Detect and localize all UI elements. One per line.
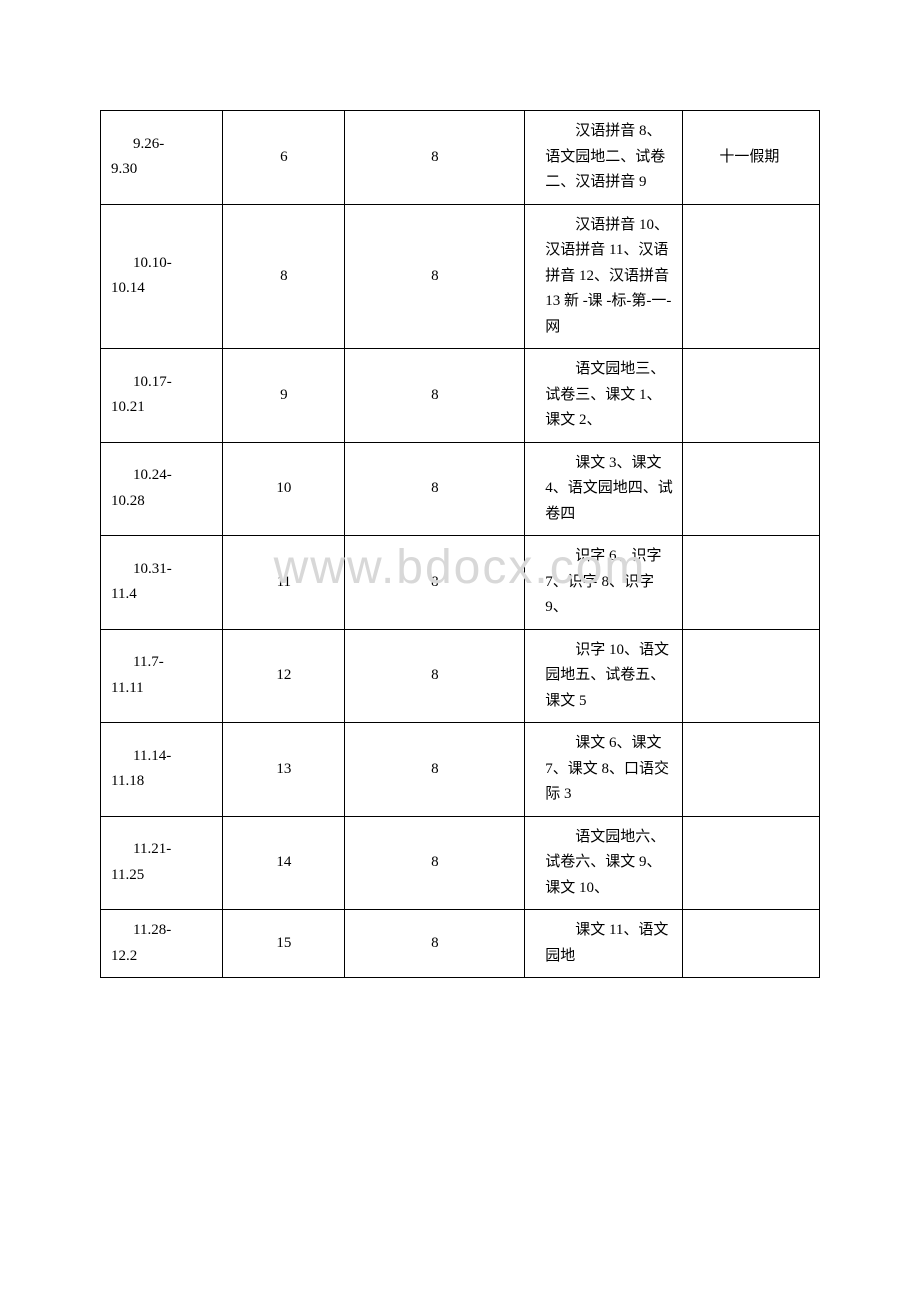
date-line1: 11.28- [111, 918, 216, 944]
date-line2: 11.18 [111, 773, 144, 789]
hours-cell: 8 [345, 629, 525, 723]
table-row: 10.31- 11.4 11 8 识字 6、识字 7、识字 8、识字 9、 [101, 536, 820, 630]
table-row: 11.28- 12.2 15 8 课文 11、语文园地 [101, 910, 820, 978]
week-cell: 13 [223, 723, 345, 817]
date-line2: 10.28 [111, 493, 145, 509]
date-line1: 10.31- [111, 557, 216, 583]
note-cell [683, 816, 820, 910]
content-cell: 课文 6、课文 7、课文 8、口语交际 3 [525, 723, 683, 817]
content-cell: 课文 11、语文园地 [525, 910, 683, 978]
note-cell: 十一假期 [683, 111, 820, 205]
hours-cell: 8 [345, 111, 525, 205]
date-cell: 9.26- 9.30 [101, 111, 223, 205]
content-cell: 课文 3、课文 4、语文园地四、试卷四 [525, 442, 683, 536]
date-line1: 10.10- [111, 251, 216, 277]
hours-cell: 8 [345, 816, 525, 910]
table-body: 9.26- 9.30 6 8 汉语拼音 8、语文园地二、试卷二、汉语拼音 9 十一… [101, 111, 820, 978]
hours-cell: 8 [345, 536, 525, 630]
content-cell: 识字 6、识字 7、识字 8、识字 9、 [525, 536, 683, 630]
date-line2: 11.4 [111, 586, 137, 602]
date-line1: 9.26- [111, 132, 216, 158]
content-cell: 识字 10、语文园地五、试卷五、课文 5 [525, 629, 683, 723]
note-cell [683, 536, 820, 630]
hours-cell: 8 [345, 349, 525, 443]
date-line2: 10.21 [111, 399, 145, 415]
date-cell: 10.24- 10.28 [101, 442, 223, 536]
week-cell: 6 [223, 111, 345, 205]
schedule-table: 9.26- 9.30 6 8 汉语拼音 8、语文园地二、试卷二、汉语拼音 9 十一… [100, 110, 820, 978]
date-line1: 10.17- [111, 370, 216, 396]
content-cell: 语文园地三、试卷三、课文 1、课文 2、 [525, 349, 683, 443]
content-cell: 汉语拼音 10、汉语拼音 11、汉语拼音 12、汉语拼音 13 新 -课 -标-… [525, 204, 683, 349]
hours-cell: 8 [345, 442, 525, 536]
week-cell: 12 [223, 629, 345, 723]
date-cell: 11.7- 11.11 [101, 629, 223, 723]
week-cell: 11 [223, 536, 345, 630]
table-row: 10.24- 10.28 10 8 课文 3、课文 4、语文园地四、试卷四 [101, 442, 820, 536]
content-cell: 汉语拼音 8、语文园地二、试卷二、汉语拼音 9 [525, 111, 683, 205]
date-line2: 11.25 [111, 867, 144, 883]
table-row: 11.21- 11.25 14 8 语文园地六、试卷六、课文 9、课文 10、 [101, 816, 820, 910]
hours-cell: 8 [345, 723, 525, 817]
date-line2: 12.2 [111, 948, 137, 964]
date-line1: 11.7- [111, 650, 216, 676]
date-line1: 10.24- [111, 463, 216, 489]
week-cell: 15 [223, 910, 345, 978]
note-cell [683, 723, 820, 817]
week-cell: 9 [223, 349, 345, 443]
table-row: 10.10- 10.14 8 8 汉语拼音 10、汉语拼音 11、汉语拼音 12、… [101, 204, 820, 349]
date-line1: 11.14- [111, 744, 216, 770]
date-cell: 10.31- 11.4 [101, 536, 223, 630]
date-line1: 11.21- [111, 837, 216, 863]
hours-cell: 8 [345, 204, 525, 349]
date-cell: 10.10- 10.14 [101, 204, 223, 349]
date-line2: 11.11 [111, 680, 144, 696]
table-row: 9.26- 9.30 6 8 汉语拼音 8、语文园地二、试卷二、汉语拼音 9 十一… [101, 111, 820, 205]
date-line2: 9.30 [111, 161, 137, 177]
week-cell: 10 [223, 442, 345, 536]
week-cell: 8 [223, 204, 345, 349]
date-cell: 11.21- 11.25 [101, 816, 223, 910]
note-cell [683, 204, 820, 349]
note-cell [683, 442, 820, 536]
note-cell [683, 910, 820, 978]
table-row: 11.14- 11.18 13 8 课文 6、课文 7、课文 8、口语交际 3 [101, 723, 820, 817]
hours-cell: 8 [345, 910, 525, 978]
note-cell [683, 629, 820, 723]
table-row: 11.7- 11.11 12 8 识字 10、语文园地五、试卷五、课文 5 [101, 629, 820, 723]
date-cell: 10.17- 10.21 [101, 349, 223, 443]
date-cell: 11.28- 12.2 [101, 910, 223, 978]
note-cell [683, 349, 820, 443]
date-cell: 11.14- 11.18 [101, 723, 223, 817]
content-cell: 语文园地六、试卷六、课文 9、课文 10、 [525, 816, 683, 910]
date-line2: 10.14 [111, 280, 145, 296]
table-row: 10.17- 10.21 9 8 语文园地三、试卷三、课文 1、课文 2、 [101, 349, 820, 443]
week-cell: 14 [223, 816, 345, 910]
